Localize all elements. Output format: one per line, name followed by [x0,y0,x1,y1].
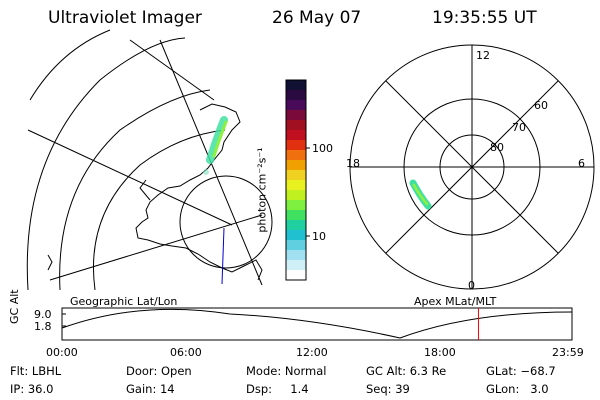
polar-plot [349,44,595,290]
aurora-emission-left [203,116,228,175]
colorbar-segment [286,110,306,121]
colorbar [286,80,306,281]
colorbar-unit-label: photon cm⁻²s⁻¹ [255,147,269,233]
colorbar-segment [286,270,306,281]
timeline-axis-title: GC Alt [8,289,21,324]
app-title: Ultraviolet Imager [48,8,202,28]
mlt-label-top: 12 [476,49,490,62]
dsp-info: Dsp: 1.4 [246,382,309,396]
mlat-label-70: 70 [512,121,526,134]
door-info: Door: Open [126,364,192,378]
glon-info: GLon: 3.0 [486,382,549,396]
timeline-xtick-label: 18:00 [424,346,456,359]
colorbar-segment [286,240,306,251]
timeline-xtick-label: 12:00 [296,346,328,359]
mlt-label-bottom: 0 [468,279,475,292]
colorbar-segment [286,80,306,91]
mlt-label-right: 6 [578,157,585,170]
colorbar-segment [286,230,306,241]
colorbar-segment [286,250,306,261]
header-date: 26 May 07 [272,8,362,28]
colorbar-segment [286,160,306,171]
timeline-xtick-label: 23:59 [552,346,584,359]
timeline-ytick-label: 9.0 [34,308,52,321]
timeline-frame [61,307,573,341]
colorbar-segment [286,100,306,111]
ip-info: IP: 36.0 [10,382,54,396]
colorbar-segment [286,90,306,101]
colorbar-segment [286,150,306,161]
gc-altitude-curve [61,308,573,339]
header-time: 19:35:55 UT [432,8,537,28]
geographic-map [26,29,273,291]
timeline-ytick-label: 1.8 [34,320,52,333]
mlat-label-60: 60 [534,99,548,112]
colorbar-segment [286,190,306,201]
colorbar-segment [286,140,306,151]
colorbar-segment [286,200,306,211]
colorbar-frame [285,79,307,281]
sequence-info: Seq: 39 [366,382,410,396]
right-map-label: Apex MLat/MLT [414,295,497,308]
colorbar-segment [286,130,306,141]
glat-info: GLat: −68.7 [486,364,556,378]
colorbar-segment [286,210,306,221]
timeline-xtick-label: 06:00 [170,346,202,359]
colorbar-tick-label: 100 [312,142,333,155]
left-map-label: Geographic Lat/Lon [70,295,178,308]
mlt-label-left: 18 [346,157,360,170]
colorbar-segment [286,180,306,191]
gain-info: Gain: 14 [126,382,175,396]
gc-altitude-info: GC Alt: 6.3 Re [366,364,447,378]
colorbar-segment [286,120,306,131]
timeline-xtick-label: 00:00 [46,346,78,359]
mlat-label-80: 80 [490,141,504,154]
mode-info: Mode: Normal [246,364,327,378]
filter-info: Flt: LBHL [10,364,62,378]
colorbar-segment [286,260,306,271]
satellite-meridian-line [221,227,225,285]
colorbar-segment [286,170,306,181]
colorbar-tick-label: 10 [312,230,326,243]
aurora-emission-right [409,179,432,210]
colorbar-segment [286,220,306,231]
polar-diagonal [385,80,559,254]
